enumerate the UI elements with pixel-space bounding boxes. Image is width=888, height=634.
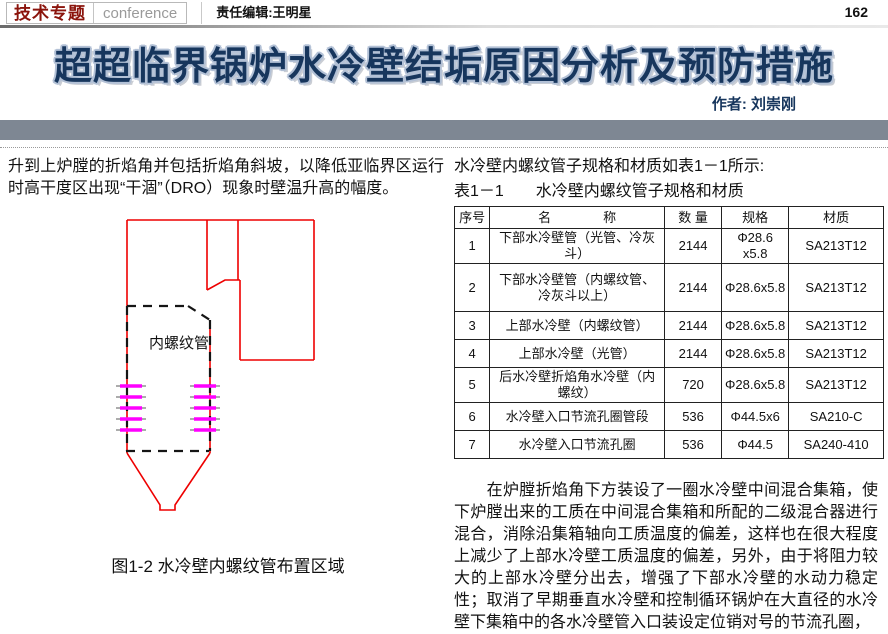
spec-table: 序号 名 称 数 量 规格 材质 1 下部水冷壁管（光管、冷灰斗） 2144 Φ… — [453, 206, 884, 459]
cell-name: 后水冷壁折焰角水冷壁（内螺纹） — [489, 367, 666, 403]
brand-subtitle: conference — [93, 3, 186, 23]
left-column: 升到上炉膛的折焰角并包括折焰角斜坡，以降低亚临界区运行时高干度区出现“干涸”（D… — [6, 156, 450, 634]
cell-seq: 2 — [453, 263, 491, 312]
cell-spec: Φ44.5 — [721, 430, 790, 459]
cell-name: 上部水冷壁（内螺纹管） — [489, 311, 666, 340]
table-title: 表1－1 水冷壁内螺纹管子规格和材质 — [454, 183, 744, 200]
table-header-row: 序号 名 称 数 量 规格 材质 — [453, 206, 884, 229]
article-title: 超超临界锅炉水冷壁结垢原因分析及预防措施 — [53, 46, 834, 88]
magazine-brand-box: 技术专题 conference — [6, 2, 188, 24]
cell-seq: 6 — [453, 402, 491, 431]
col-header: 名 称 — [489, 206, 666, 229]
cell-spec: Φ28.6 x5.8 — [721, 228, 790, 264]
cell-material: SA210-C — [788, 402, 884, 431]
editor-credit: 责任编辑:王明星 — [201, 2, 312, 24]
cell-spec: Φ28.6x5.8 — [721, 263, 790, 312]
cell-material: SA213T12 — [788, 263, 884, 312]
cell-qty: 536 — [664, 402, 723, 431]
cell-material: SA213T12 — [788, 228, 884, 264]
gray-band — [0, 120, 888, 140]
table-row: 2 下部水冷壁管（内螺纹管、冷灰斗以上） 2144 Φ28.6x5.8 SA21… — [453, 263, 884, 312]
furnace-outline — [126, 219, 315, 511]
cell-name: 水冷壁入口节流孔圈 — [489, 430, 666, 459]
cell-seq: 4 — [453, 339, 491, 368]
table-row: 6 水冷壁入口节流孔圈管段 536 Φ44.5x6 SA210-C — [453, 402, 884, 431]
cell-qty: 2144 — [664, 311, 723, 340]
cell-name: 下部水冷壁管（内螺纹管、冷灰斗以上） — [489, 263, 666, 312]
cell-seq: 5 — [453, 367, 491, 403]
cell-name: 上部水冷壁（光管） — [489, 339, 666, 368]
cell-material: SA213T12 — [788, 339, 884, 368]
cell-spec: Φ28.6x5.8 — [721, 339, 790, 368]
cell-qty: 2144 — [664, 228, 723, 264]
cell-material: SA240-410 — [788, 430, 884, 459]
table-row: 4 上部水冷壁（光管） 2144 Φ28.6x5.8 SA213T12 — [453, 339, 884, 368]
cell-qty: 2144 — [664, 339, 723, 368]
table-intro: 水冷壁内螺纹管子规格和材质如表1－1所示: — [454, 158, 765, 175]
author-line: 作者: 刘崇刚 — [711, 96, 796, 113]
table-row: 3 上部水冷壁（内螺纹管） 2144 Φ28.6x5.8 SA213T12 — [453, 311, 884, 340]
figure-caption: 图1-2 水冷壁内螺纹管布置区域 — [111, 557, 345, 576]
cell-qty: 536 — [664, 430, 723, 459]
page-number: 162 — [844, 4, 868, 20]
table-row: 1 下部水冷壁管（光管、冷灰斗） 2144 Φ28.6 x5.8 SA213T1… — [453, 228, 884, 264]
cell-qty: 720 — [664, 367, 723, 403]
article-body: 升到上炉膛的折焰角并包括折焰角斜坡，以降低亚临界区运行时高干度区出现“干涸”（D… — [0, 148, 888, 634]
col-header: 材质 — [788, 206, 884, 229]
cell-material: SA213T12 — [788, 311, 884, 340]
page-header: 技术专题 conference 责任编辑:王明星 162 — [0, 0, 888, 24]
cell-name: 水冷壁入口节流孔圈管段 — [489, 402, 666, 431]
cell-seq: 1 — [453, 228, 491, 264]
dotted-divider — [0, 147, 888, 148]
boiler-diagram: 内螺纹管 — [116, 219, 315, 511]
header-divider — [0, 25, 888, 28]
tube-hatch-marks — [116, 384, 220, 432]
col-header: 规格 — [721, 206, 790, 229]
table-row: 7 水冷壁入口节流孔圈 536 Φ44.5 SA240-410 — [453, 430, 884, 459]
left-paragraph: 升到上炉膛的折焰角并包括折焰角斜坡，以降低亚临界区运行时高干度区出现“干涸”（D… — [8, 158, 444, 197]
col-header: 序号 — [453, 206, 491, 229]
cell-qty: 2144 — [664, 263, 723, 312]
cell-spec: Φ28.6x5.8 — [721, 311, 790, 340]
col-header: 数 量 — [664, 206, 723, 229]
diagram-label: 内螺纹管 — [149, 335, 209, 352]
cell-spec: Φ28.6x5.8 — [721, 367, 790, 403]
cell-spec: Φ44.5x6 — [721, 402, 790, 431]
cell-seq: 3 — [453, 311, 491, 340]
cell-seq: 7 — [453, 430, 491, 459]
table-row: 5 后水冷壁折焰角水冷壁（内螺纹） 720 Φ28.6x5.8 SA213T12 — [453, 367, 884, 403]
brand-label: 技术专题 — [14, 4, 86, 23]
right-paragraph: 在炉膛折焰角下方装设了一圈水冷壁中间混合集箱，使下炉膛出来的工质在中间混合集箱和… — [454, 482, 878, 631]
right-column: 水冷壁内螺纹管子规格和材质如表1－1所示: 表1－1 水冷壁内螺纹管子规格和材质… — [452, 156, 884, 634]
cell-material: SA213T12 — [788, 367, 884, 403]
cell-name: 下部水冷壁管（光管、冷灰斗） — [489, 228, 666, 264]
